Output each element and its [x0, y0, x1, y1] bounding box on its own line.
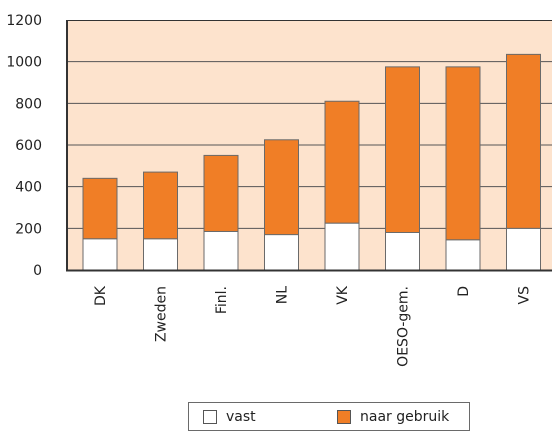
bar-vast: [203, 230, 239, 271]
bar-naar-gebruik: [264, 139, 299, 236]
legend-item-naar-gebruik: naar gebruik: [337, 409, 449, 425]
bar-vast: [324, 222, 360, 271]
bar-naar-gebruik: [385, 66, 420, 233]
bar-naar-gebruik: [324, 100, 360, 224]
y-tick-label: 1200: [6, 13, 42, 29]
bar-vast: [385, 232, 420, 271]
bar-naar-gebruik: [203, 154, 239, 232]
bar-vast: [264, 234, 299, 271]
legend-swatch-naar-gebruik: [337, 410, 351, 424]
y-tick-label: 400: [15, 180, 42, 196]
x-tick-label: D: [456, 286, 472, 297]
legend: vast naar gebruik: [188, 402, 470, 431]
bar-naar-gebruik: [82, 177, 118, 240]
bar-vast: [445, 239, 481, 271]
legend-item-vast: vast: [203, 409, 256, 425]
bar-vast: [143, 238, 178, 271]
x-tick-label: Finl.: [214, 286, 230, 314]
legend-swatch-vast: [203, 410, 217, 424]
y-tick-label: 600: [15, 138, 42, 154]
bar-naar-gebruik: [506, 53, 541, 229]
y-tick-label: 800: [15, 96, 42, 112]
x-tick-label: NL: [275, 286, 291, 304]
bar-naar-gebruik: [143, 171, 178, 240]
bar-vast: [506, 227, 541, 271]
bar-naar-gebruik: [445, 66, 481, 241]
y-axis-tick-labels: 0 200 400 600 800 1000 1200: [6, 13, 42, 279]
y-tick-label: 1000: [6, 55, 42, 71]
x-axis-tick-labels: DK Zweden Finl. NL VK OESO-gem. D VS: [93, 285, 533, 367]
bars: [82, 53, 541, 271]
y-tick-label: 200: [15, 221, 42, 237]
x-tick-label: DK: [93, 285, 109, 306]
legend-label-vast: vast: [226, 409, 256, 425]
x-tick-label: Zweden: [154, 286, 170, 342]
x-tick-label: OESO-gem.: [396, 286, 412, 367]
bar-vast: [82, 238, 118, 271]
x-tick-label: VK: [335, 285, 351, 305]
x-tick-label: VS: [517, 286, 533, 305]
legend-label-naar-gebruik: naar gebruik: [360, 409, 450, 425]
y-tick-label: 0: [33, 263, 42, 279]
